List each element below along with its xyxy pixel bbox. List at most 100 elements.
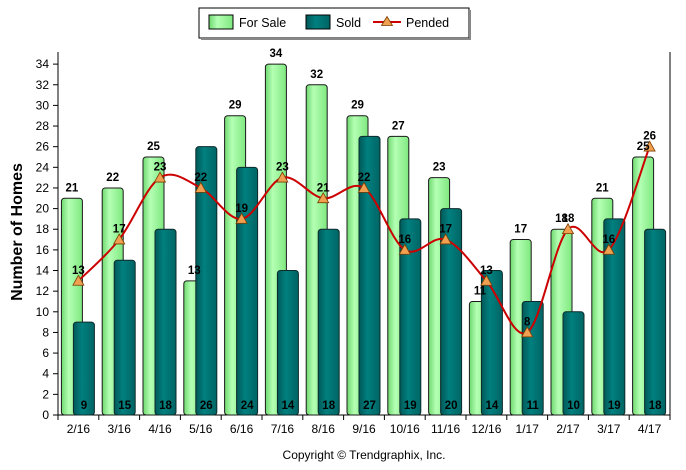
pended-marker <box>113 233 126 245</box>
value-label-pended: 8 <box>524 316 531 328</box>
bar-sold <box>399 218 422 416</box>
value-label-pended: 22 <box>194 172 207 184</box>
bar-sold <box>440 208 463 416</box>
value-label-for-sale: 17 <box>514 224 527 236</box>
data-labels: 21 22 25 13 29 34 32 29 27 23 11 17 18 21 25 9 15 18 26 24 1… <box>66 48 663 412</box>
value-label-for-sale: 25 <box>147 141 160 153</box>
value-label-pended: 22 <box>358 172 371 184</box>
legend-swatch-sold <box>305 14 331 30</box>
bar-sold <box>644 228 667 416</box>
x-tick-label: 8/16 <box>312 422 336 436</box>
value-label-sold: 18 <box>159 400 172 412</box>
bar-sold <box>358 135 381 416</box>
x-tick-label: 5/16 <box>189 422 213 436</box>
value-label-pended: 23 <box>276 162 289 174</box>
y-tick-label: 26 <box>36 140 50 154</box>
value-label-for-sale: 21 <box>596 182 609 194</box>
bar-sold <box>236 166 259 416</box>
value-label-sold: 9 <box>81 400 87 412</box>
value-label-pended: 23 <box>154 162 167 174</box>
value-label-sold: 14 <box>282 400 295 412</box>
value-label-pended: 18 <box>562 213 575 225</box>
x-tick-label: 6/16 <box>230 422 254 436</box>
y-tick-label: 22 <box>36 181 50 195</box>
y-tick-label: 8 <box>42 325 49 339</box>
value-label-pended: 17 <box>439 224 452 236</box>
pended-marker <box>521 326 534 338</box>
value-label-sold: 26 <box>200 400 213 412</box>
legend-swatch-for-sale <box>208 14 234 30</box>
legend-label-pended: Pended <box>406 16 449 30</box>
x-tick-label: 7/16 <box>271 422 295 436</box>
pended-marker <box>276 171 289 183</box>
y-tick-label: 20 <box>36 202 50 216</box>
value-label-for-sale: 21 <box>66 182 79 194</box>
x-tick-label: 4/16 <box>148 422 172 436</box>
value-label-sold: 20 <box>445 400 458 412</box>
y-tick-label: 28 <box>36 119 50 133</box>
pended-marker <box>235 212 248 224</box>
pended-marker <box>72 274 85 286</box>
pended-marker <box>561 222 575 235</box>
pended-marker <box>317 191 330 204</box>
pended-marker <box>643 140 656 152</box>
value-label-sold: 24 <box>241 400 254 412</box>
y-tick-label: 10 <box>36 305 50 319</box>
legend-label-for-sale: For Sale <box>239 16 286 30</box>
series-pended <box>72 140 656 338</box>
bar-sold <box>154 228 177 416</box>
x-axis-ticks: 2/16 3/16 4/16 5/16 6/16 7/16 8/16 9/16 10/16 11/… <box>57 415 671 436</box>
bar-sold <box>72 321 95 416</box>
value-label-pended: 16 <box>602 234 615 246</box>
y-tick-label: 32 <box>36 78 50 92</box>
legend: For Sale Sold Pended <box>198 7 471 40</box>
y-axis-title: Number of Homes <box>9 163 26 301</box>
value-label-pended: 13 <box>72 265 85 277</box>
value-label-sold: 15 <box>118 400 131 412</box>
pended-marker <box>602 243 615 255</box>
value-label-sold: 18 <box>649 400 662 412</box>
value-label-sold: 19 <box>608 400 621 412</box>
x-tick-label: 2/16 <box>67 422 91 436</box>
x-tick-label: 3/17 <box>597 422 621 436</box>
value-label-pended: 26 <box>643 131 656 143</box>
value-label-sold: 10 <box>567 400 580 412</box>
value-label-for-sale: 23 <box>433 162 446 174</box>
y-tick-label: 18 <box>36 222 50 236</box>
x-tick-label: 12/16 <box>471 422 501 436</box>
value-label-for-sale: 29 <box>351 100 364 112</box>
legend-marker-pended <box>380 15 394 26</box>
x-tick-label: 3/16 <box>108 422 132 436</box>
value-label-for-sale: 27 <box>392 120 405 132</box>
y-tick-label: 14 <box>36 264 50 278</box>
x-tick-label: 4/17 <box>638 422 662 436</box>
x-tick-label: 2/17 <box>556 422 580 436</box>
x-tick-label: 9/16 <box>352 422 376 436</box>
copyright-footer: Copyright © Trendgraphix, Inc. <box>283 448 446 462</box>
legend-label-sold: Sold <box>336 16 361 30</box>
bar-sold <box>603 218 626 416</box>
bar-sold <box>562 311 585 416</box>
value-label-sold: 18 <box>322 400 335 412</box>
value-label-sold: 27 <box>363 400 376 412</box>
y-tick-label: 4 <box>42 367 49 381</box>
value-label-for-sale: 25 <box>637 141 650 153</box>
value-label-pended: 16 <box>398 234 411 246</box>
legend-frame <box>198 7 470 39</box>
y-tick-label: 2 <box>42 387 49 401</box>
x-tick-label: 10/16 <box>390 422 420 436</box>
pended-marker <box>398 243 411 255</box>
value-label-for-sale: 13 <box>188 265 201 277</box>
value-label-sold: 11 <box>527 400 540 412</box>
bar-sold <box>480 270 503 416</box>
y-tick-label: 16 <box>36 243 50 257</box>
pended-marker <box>439 233 452 245</box>
series-sold <box>72 135 667 416</box>
value-label-for-sale: 11 <box>474 285 487 297</box>
value-label-for-sale: 18 <box>555 213 568 225</box>
x-tick-label: 1/17 <box>516 422 540 436</box>
pended-marker <box>357 181 371 193</box>
y-tick-label: 6 <box>42 346 49 360</box>
